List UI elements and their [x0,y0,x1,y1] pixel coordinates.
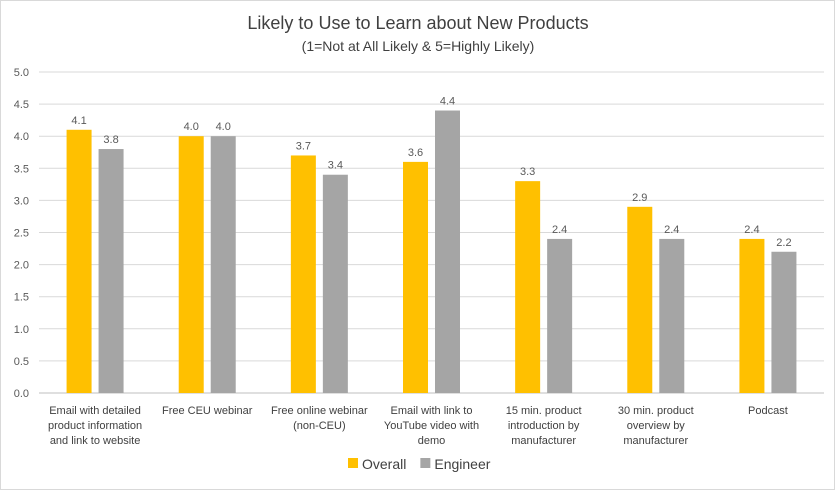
data-label: 2.9 [632,192,647,204]
y-tick-label: 2.0 [14,260,29,272]
y-tick-label: 1.5 [14,292,29,304]
x-category-label: manufacturer [511,435,576,447]
y-tick-label: 2.5 [14,228,29,240]
y-tick-label: 0.5 [14,356,29,368]
x-category-label: demo [418,435,446,447]
bar-engineer [211,136,236,393]
data-label: 3.3 [520,166,535,178]
bar-overall [67,130,92,393]
x-category-label: Email with link to [391,405,473,417]
data-label: 3.8 [103,134,118,146]
y-tick-label: 1.0 [14,324,29,336]
y-tick-label: 0.0 [14,388,29,400]
x-category-label: overview by [627,420,686,432]
data-label: 4.1 [71,115,86,127]
y-axis-ticks: 0.0 0.5 1.0 1.5 2.0 2.5 3.0 3.5 4.0 4.5 5.0 [14,67,29,400]
bar-overall [627,207,652,393]
legend-label: Engineer [434,456,490,472]
bar-engineer [323,175,348,393]
bar-engineer [547,239,572,393]
data-label: 3.4 [328,160,343,172]
chart-frame: Likely to Use to Learn about New Product… [0,0,835,490]
bar-engineer [435,111,460,393]
y-tick-label: 3.0 [14,195,29,207]
x-category-label: 15 min. product [506,405,582,417]
y-tick-label: 4.0 [14,131,29,143]
legend: Overall Engineer [348,456,491,472]
bar-engineer [99,149,124,393]
y-tick-label: 5.0 [14,67,29,79]
x-category-label: product information [48,420,142,432]
data-label: 4.0 [216,121,231,133]
x-axis-categories: Email with detailed product information an… [48,405,788,447]
x-category-label: Podcast [748,405,788,417]
chart-subtitle: (1=Not at All Likely & 5=Highly Likely) [302,38,535,54]
chart-svg: Likely to Use to Learn about New Product… [1,1,834,489]
x-category-label: Free CEU webinar [162,405,253,417]
legend-swatch-engineer [420,458,430,468]
data-label: 2.4 [664,224,679,236]
gridlines [39,72,824,393]
bar-overall [739,239,764,393]
x-category-label: Email with detailed [49,405,141,417]
bar-engineer [659,239,684,393]
data-label: 2.4 [744,224,759,236]
x-category-label: introduction by [508,420,580,432]
y-tick-label: 4.5 [14,99,29,111]
x-category-label: (non-CEU) [293,420,346,432]
legend-swatch-overall [348,458,358,468]
bar-overall [291,155,316,393]
y-tick-label: 3.5 [14,163,29,175]
chart-title: Likely to Use to Learn about New Product… [247,13,588,33]
bar-engineer [771,252,796,393]
data-label: 4.0 [184,121,199,133]
legend-label: Overall [362,456,406,472]
bar-overall [403,162,428,393]
bars [67,111,797,393]
x-category-label: Free online webinar [271,405,368,417]
data-label: 3.6 [408,147,423,159]
x-category-label: YouTube video with [384,420,479,432]
data-label: 4.4 [440,96,455,108]
data-label: 2.4 [552,224,567,236]
data-label: 2.2 [776,237,791,249]
bar-overall [179,136,204,393]
x-category-label: 30 min. product [618,405,694,417]
data-label: 3.7 [296,140,311,152]
x-category-label: manufacturer [623,435,688,447]
bar-overall [515,181,540,393]
x-category-label: and link to website [50,435,141,447]
